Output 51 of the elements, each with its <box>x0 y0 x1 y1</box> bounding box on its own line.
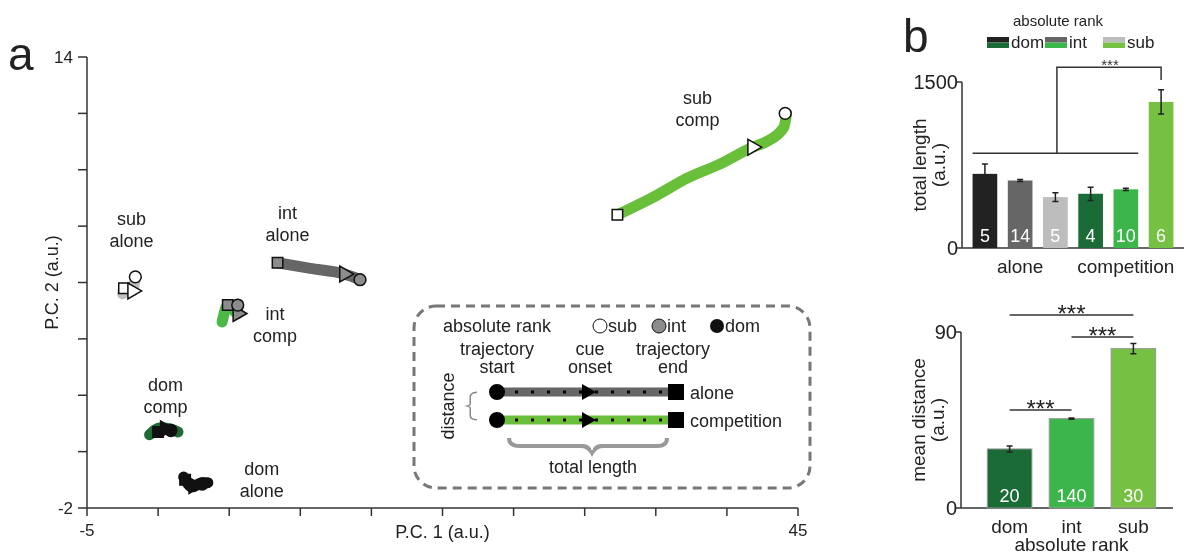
annotation: 14 <box>1010 226 1031 246</box>
legend-label: sub <box>1127 33 1155 52</box>
y-tick-label: 0 <box>946 237 958 259</box>
text: *** <box>1101 56 1119 73</box>
x-tick-label: 45 <box>788 521 808 540</box>
series-label: sub alone <box>109 208 154 251</box>
annotation: 5 <box>1050 226 1061 246</box>
annotation: int <box>667 316 687 336</box>
legend-title: absolute rank <box>1012 12 1104 29</box>
annotation: *** <box>1026 395 1055 422</box>
legend-label: dom <box>1011 33 1045 52</box>
x-tick-label: -5 <box>79 521 95 540</box>
annotation: trajectory start <box>459 339 535 377</box>
y-axis-title: P.C. 2 (a.u.) <box>42 235 62 330</box>
annotation: trajectory end <box>635 339 711 377</box>
annotation: cue onset <box>567 339 613 377</box>
y-tick-label: -2 <box>57 499 73 518</box>
annotation: absolute rank <box>443 316 553 336</box>
annotation: 6 <box>1156 226 1167 246</box>
annotation: 30 <box>1123 486 1144 506</box>
annotation: 4 <box>1085 226 1096 246</box>
x-tick-label: dom <box>991 516 1029 537</box>
y-tick-label: 90 <box>934 321 957 343</box>
series-label: int alone <box>265 202 310 245</box>
x-axis-title: absolute rank <box>1014 534 1130 552</box>
annotation: dom <box>725 316 761 336</box>
annotation: competition <box>690 411 783 431</box>
annotation: 140 <box>1056 486 1087 506</box>
annotation: total length <box>548 457 638 477</box>
series-label: sub comp <box>675 87 720 130</box>
chart-title: a <box>8 28 34 80</box>
annotation: *** <box>1088 322 1117 349</box>
text: *** <box>1057 300 1086 327</box>
y-tick-label: 0 <box>945 497 957 519</box>
y-axis-title: total length (a.u.) <box>909 118 949 212</box>
annotation: 10 <box>1115 226 1136 246</box>
annotation: alone <box>690 383 735 403</box>
series-label: dom comp <box>143 374 188 417</box>
annotation: sub <box>608 316 638 336</box>
annotation: distance <box>438 372 458 440</box>
legend-label: int <box>1069 33 1088 52</box>
x-axis-title: P.C. 1 (a.u.) <box>395 522 490 542</box>
series-label: dom alone <box>239 458 284 501</box>
x-tick-label: sub <box>1118 516 1149 537</box>
annotation: 5 <box>979 226 990 246</box>
annotation: 20 <box>999 486 1020 506</box>
y-axis-title: mean distance (a.u.) <box>908 358 948 482</box>
y-tick-label: 1500 <box>913 71 958 93</box>
x-tick-label: int <box>1061 516 1083 537</box>
chart-title: b <box>903 10 929 62</box>
series-label: int comp <box>253 303 298 346</box>
